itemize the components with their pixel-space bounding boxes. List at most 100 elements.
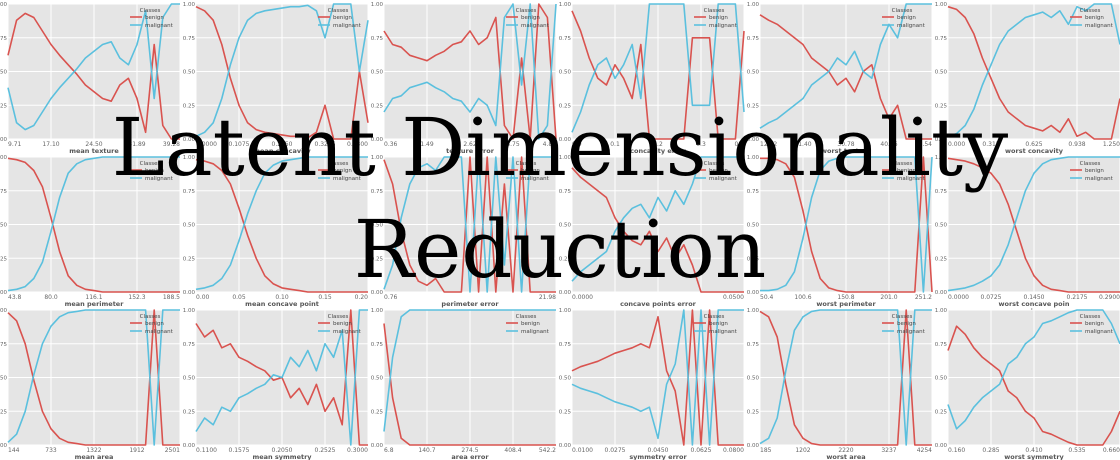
legend-label-benign: benign <box>709 321 728 327</box>
y-tick-label: 0.75 <box>747 342 760 348</box>
legend-title: Classes <box>516 161 537 167</box>
y-tick-label: 0.25 <box>371 103 384 109</box>
y-tick-label: 0.25 <box>559 409 572 415</box>
chart-panel-10: 0.00 0.25 0.50 0.75 1.00 50.4 100.6 150.8 201.0 2… <box>747 155 933 308</box>
x-tick-label: 9.71 <box>8 141 22 148</box>
x-tick-label: 0.36 <box>384 141 398 148</box>
series-line-malignant <box>7 156 180 292</box>
y-tick-label: 1.00 <box>559 308 572 314</box>
x-tick-label: 0.3000 <box>347 447 368 454</box>
x-tick-label: 140.7 <box>418 447 435 454</box>
x-tick-label: 80.0 <box>44 294 58 301</box>
x-tick-label: 40.16 <box>880 141 897 148</box>
legend-label-malignant: malignant <box>897 23 926 29</box>
y-tick-label: 0.75 <box>0 342 7 348</box>
x-tick-label: 0.1 <box>610 141 620 148</box>
legend-title: Classes <box>328 161 349 167</box>
y-tick-label: 1.00 <box>371 2 384 8</box>
chart-panel-9: 0.00 0.25 0.50 0.75 1.00 0.0000 0.0500 concave … <box>559 155 745 308</box>
chart-panel-6: 0.00 0.25 0.50 0.75 1.00 43.8 80.0 116.1 152.3 18… <box>0 155 181 308</box>
legend-title: Classes <box>892 8 913 14</box>
chart-panel-4: 0.00 0.25 0.50 0.75 1.00 12.02 21.40 30.78 40.16… <box>747 2 933 155</box>
y-tick-label: 0.00 <box>183 137 196 143</box>
series-line-malignant <box>947 156 1120 292</box>
x-tick-label: 0.660 <box>1103 447 1120 454</box>
y-tick-label: 0.25 <box>0 103 7 109</box>
x-tick-label: 0.15 <box>318 294 332 301</box>
legend-title: Classes <box>516 8 537 14</box>
y-tick-label: 0.00 <box>0 137 7 143</box>
y-tick-label: 0.50 <box>371 376 384 382</box>
series-line-benign <box>195 5 369 140</box>
series-line-malignant <box>759 309 932 446</box>
legend-label-malignant: malignant <box>709 176 738 182</box>
y-tick-label: 1.00 <box>183 2 196 8</box>
x-tick-label: 1912 <box>129 447 144 454</box>
y-tick-label: 0.50 <box>371 70 384 76</box>
x-tick-label: 542.2 <box>539 447 556 454</box>
y-tick-label: 0.75 <box>559 189 572 195</box>
y-tick-label: 0.75 <box>935 342 948 348</box>
y-tick-label: 0.25 <box>747 103 760 109</box>
y-tick-label: 1.00 <box>183 308 196 314</box>
y-tick-label: 0.50 <box>183 70 196 76</box>
y-tick-label: 0.50 <box>747 70 760 76</box>
legend-label-benign: benign <box>521 15 540 21</box>
x-tick-label: 0.0625 <box>691 447 712 454</box>
x-tick-label: 1.250 <box>1103 141 1120 148</box>
legend-label-malignant: malignant <box>333 176 362 182</box>
x-tick-label: 0.2175 <box>1067 294 1088 301</box>
x-tick-label: 0.2900 <box>1099 294 1120 301</box>
series-line-malignant <box>383 156 556 293</box>
legend-title: Classes <box>328 314 349 320</box>
chart-panel-8: 0.00 0.25 0.50 0.75 1.00 0.76 21.98 perimeter e… <box>371 155 557 308</box>
series-line-malignant <box>195 3 369 138</box>
series-line-malignant <box>571 156 744 282</box>
y-tick-label: 0.25 <box>0 409 7 415</box>
legend-title: Classes <box>140 161 161 167</box>
legend-title: Classes <box>704 8 725 14</box>
y-tick-label: 0.00 <box>559 290 572 296</box>
y-tick-label: 1.00 <box>371 308 384 314</box>
y-tick-label: 1.00 <box>747 308 760 314</box>
y-tick-label: 0.50 <box>747 376 760 382</box>
x-tick-label: 0.0000 <box>572 294 593 301</box>
x-tick-label: 116.1 <box>85 294 102 301</box>
series-line-benign <box>947 157 1120 293</box>
y-tick-label: 0.25 <box>747 256 760 262</box>
x-tick-label: 1322 <box>86 447 101 454</box>
y-tick-label: 0.50 <box>747 223 760 229</box>
legend-label-malignant: malignant <box>1085 23 1114 29</box>
x-tick-label: 0.3225 <box>315 141 336 148</box>
y-tick-label: 1.00 <box>559 2 572 8</box>
y-tick-label: 0.50 <box>183 376 196 382</box>
y-tick-label: 0.50 <box>935 376 948 382</box>
x-tick-label: 12.02 <box>760 141 777 148</box>
x-axis-label: symmetry error <box>629 453 687 460</box>
x-axis-label: worst area <box>826 453 865 460</box>
legend-label-benign: benign <box>709 168 728 174</box>
legend-label-malignant: malignant <box>897 176 926 182</box>
x-tick-label: 3237 <box>881 447 896 454</box>
x-tick-label: 0.10 <box>275 294 289 301</box>
legend-label-benign: benign <box>145 321 164 327</box>
legend-title: Classes <box>892 161 913 167</box>
series-line-benign <box>571 309 744 446</box>
y-tick-label: 0.50 <box>559 223 572 229</box>
x-tick-label: 49.54 <box>915 141 932 148</box>
x-tick-label: 0.0100 <box>572 447 593 454</box>
legend-label-malignant: malignant <box>709 329 738 335</box>
x-tick-label: 17.10 <box>42 141 59 148</box>
series-line-benign <box>571 10 745 140</box>
y-tick-label: 0.75 <box>747 189 760 195</box>
series-line-malignant <box>759 3 932 129</box>
legend-label-benign: benign <box>333 168 352 174</box>
x-tick-label: 0.0500 <box>723 294 744 301</box>
x-tick-label: 408.4 <box>504 447 521 454</box>
series-line-malignant <box>195 309 368 446</box>
x-tick-label: 0.160 <box>948 447 965 454</box>
series-line-benign <box>947 325 1120 446</box>
legend-title: Classes <box>704 161 725 167</box>
y-tick-label: 0.25 <box>0 256 7 262</box>
legend-label-malignant: malignant <box>1085 329 1114 335</box>
